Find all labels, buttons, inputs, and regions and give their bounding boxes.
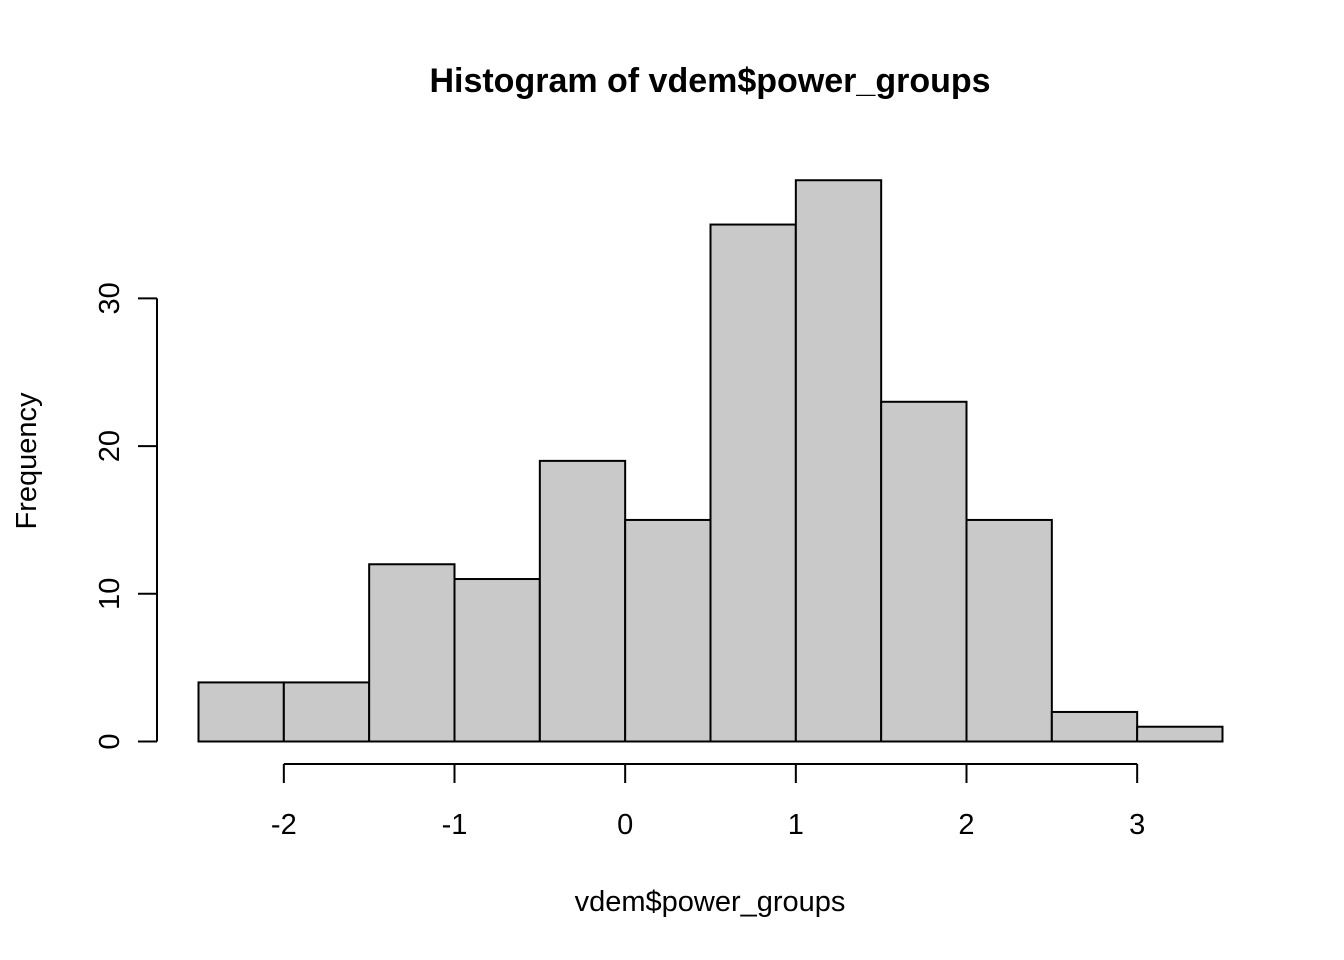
x-tick-label-5: 3 (1129, 809, 1145, 841)
histogram-bar-9 (965, 518, 1053, 743)
x-tick-label-2: 0 (617, 809, 633, 841)
y-axis: 0 10 20 30 (94, 282, 158, 750)
histogram-bar-2 (368, 563, 456, 743)
y-axis-label: Frequency (11, 392, 43, 530)
x-axis-label: vdem$power_groups (575, 886, 846, 918)
histogram-bar-3 (453, 578, 541, 743)
bars-group (197, 179, 1224, 743)
histogram-bar-1 (282, 681, 371, 743)
y-tick-label-1: 10 (94, 578, 126, 610)
x-tick-label-1: -1 (442, 809, 468, 841)
chart-title: Histogram of vdem$power_groups (429, 62, 990, 100)
histogram-bar-6 (709, 223, 797, 743)
histogram-bar-10 (1050, 710, 1139, 743)
histogram-bar-0 (197, 681, 285, 743)
x-axis: -2 -1 0 1 2 3 (271, 763, 1145, 841)
x-tick-label-0: -2 (271, 809, 297, 841)
y-tick-label-2: 20 (94, 430, 126, 462)
y-tick-label-0: 0 (94, 733, 126, 749)
histogram-bar-7 (794, 179, 883, 743)
histogram-bar-4 (538, 459, 627, 743)
histogram-bar-8 (880, 400, 968, 743)
y-tick-label-3: 30 (94, 282, 126, 314)
histogram-bar-5 (624, 518, 712, 743)
histogram-bar-11 (1136, 725, 1224, 743)
x-tick-label-4: 2 (958, 809, 974, 841)
x-tick-label-3: 1 (788, 809, 804, 841)
